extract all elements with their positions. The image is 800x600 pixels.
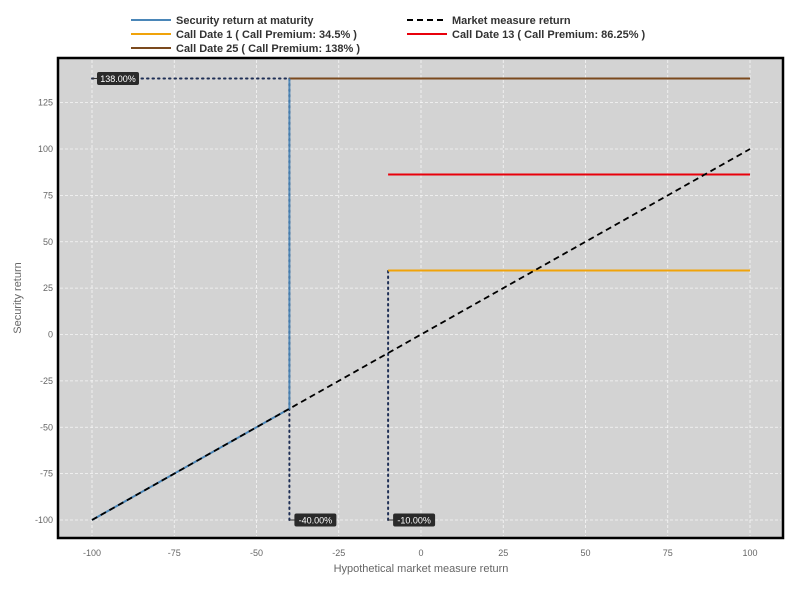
annotation-label: 138.00%	[100, 74, 136, 84]
series-line-1	[91, 148, 751, 521]
tick-labels: -100 -75 -50 -25 0 25 50 75 100 -100 -75 -50 -25 0 25 5…	[35, 98, 758, 558]
legend: Security return at maturity Market measur…	[131, 15, 646, 55]
y-tick-label: 125	[38, 98, 53, 108]
y-tick-label: -50	[40, 422, 53, 432]
x-tick-label: 75	[663, 548, 673, 558]
x-tick-label: -75	[168, 548, 181, 558]
y-tick-label: 75	[43, 190, 53, 200]
legend-label: Call Date 1 ( Call Premium: 34.5% )	[176, 29, 357, 41]
y-tick-label: 100	[38, 144, 53, 154]
x-tick-label: 25	[498, 548, 508, 558]
annotations: 138.00% -40.00% -10.00%	[92, 72, 436, 527]
annotation-box	[294, 513, 337, 527]
legend-label: Market measure return	[452, 15, 571, 27]
x-tick-label: 100	[742, 548, 757, 558]
annotation-box	[97, 72, 139, 86]
legend-label: Call Date 25 ( Call Premium: 138% )	[176, 43, 360, 55]
x-tick-label: -100	[83, 548, 101, 558]
y-tick-label: -25	[40, 376, 53, 386]
x-tick-label: 50	[580, 548, 590, 558]
x-tick-label: 0	[418, 548, 423, 558]
plot-background	[56, 56, 785, 540]
legend-label: Security return at maturity	[176, 15, 314, 27]
x-tick-label: -50	[250, 548, 263, 558]
annotation-label: -40.00%	[299, 516, 333, 526]
x-axis-title: Hypothetical market measure return	[334, 563, 509, 575]
x-tick-label: -25	[332, 548, 345, 558]
y-tick-label: -100	[35, 515, 53, 525]
y-tick-label: 0	[48, 330, 53, 340]
series-lines	[91, 77, 751, 521]
y-tick-label: 25	[43, 283, 53, 293]
legend-label: Call Date 13 ( Call Premium: 86.25% )	[452, 29, 646, 41]
annotation-label: -10.00%	[397, 516, 431, 526]
y-tick-label: 50	[43, 237, 53, 247]
y-tick-label: -75	[40, 469, 53, 479]
y-axis-title: Security return	[12, 262, 24, 334]
annotation-box	[393, 513, 436, 527]
